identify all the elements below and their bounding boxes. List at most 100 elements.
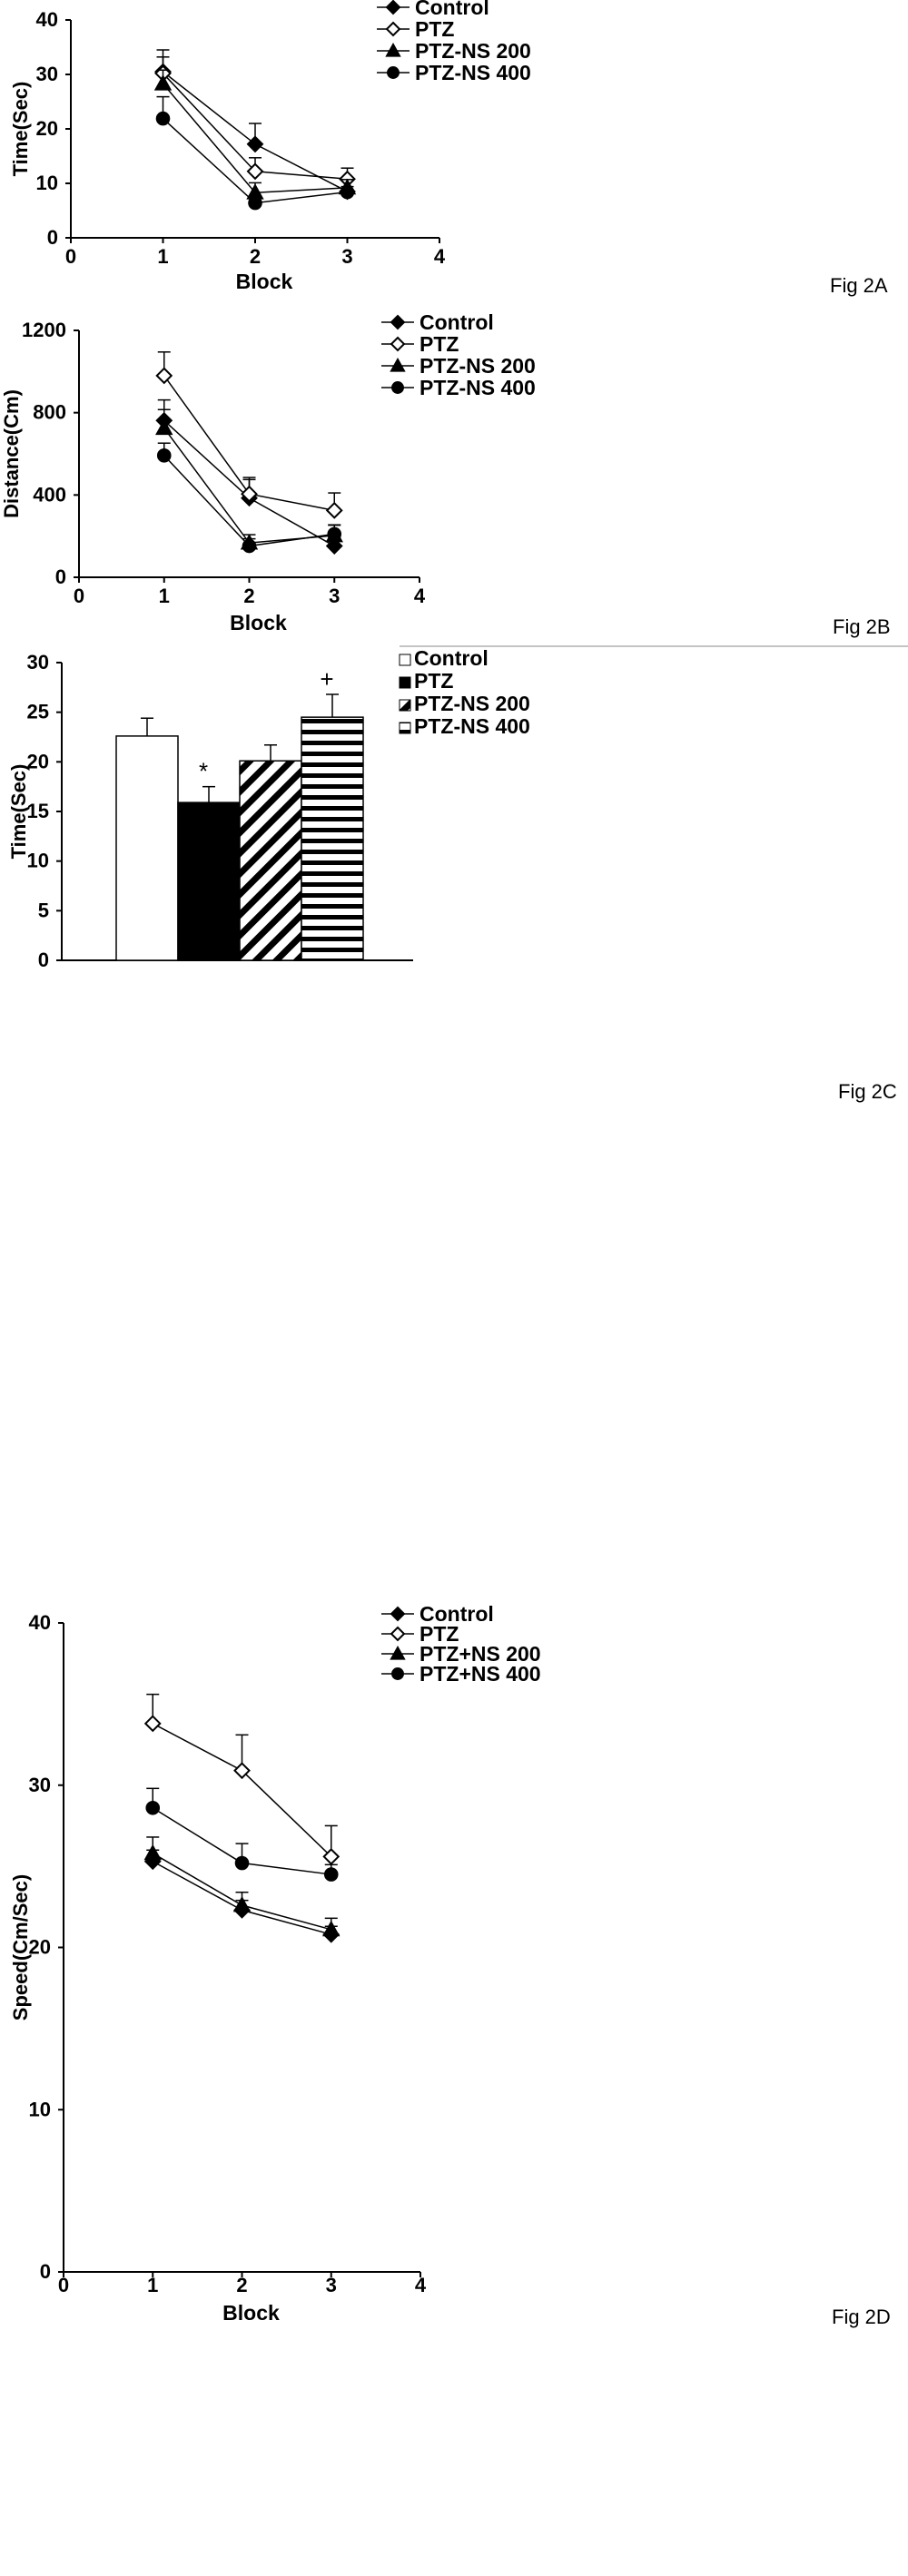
legend-label: PTZ	[415, 17, 454, 41]
y-axis-label: Distance(Cm)	[0, 389, 23, 518]
y-axis-label: Time(Sec)	[9, 82, 32, 177]
legend-label: Control	[419, 1602, 494, 1626]
legend-marker	[390, 357, 406, 372]
legend-label: PTZ+NS 200	[419, 1642, 541, 1666]
y-tick-label: 20	[29, 1936, 51, 1959]
x-tick-label: 3	[341, 245, 352, 268]
bar-3	[301, 716, 364, 961]
data-point	[246, 162, 264, 181]
legend-entry: PTZ-NS 200	[381, 354, 536, 378]
data-point	[241, 485, 258, 503]
legend-entry: PTZ-NS 200	[399, 692, 530, 715]
legend-entry: Control	[399, 646, 489, 670]
significance-mark: *	[199, 758, 208, 785]
data-point	[143, 1715, 162, 1733]
legend-swatch	[399, 699, 411, 712]
data-point	[248, 195, 262, 211]
legend-entry: PTZ	[381, 1622, 459, 1646]
legend-entry: PTZ-NS 400	[377, 61, 531, 84]
legend-label: PTZ	[419, 1622, 459, 1646]
legend-label: PTZ-NS 200	[414, 692, 530, 715]
legend-entry: PTZ+NS 200	[381, 1642, 541, 1666]
series-3	[145, 1787, 339, 1882]
series-3	[156, 442, 342, 554]
legend-marker	[390, 1645, 406, 1660]
legend-entry: PTZ-NS 400	[381, 376, 536, 399]
x-tick-label: 3	[329, 585, 340, 607]
legend-swatch	[399, 654, 411, 666]
x-tick-label: 1	[157, 245, 168, 268]
y-tick-label: 30	[29, 1774, 51, 1796]
data-point	[325, 537, 343, 555]
y-tick-label: 10	[29, 2098, 51, 2120]
y-tick-label: 0	[47, 226, 58, 249]
legend-label: PTZ-NS 400	[419, 376, 536, 399]
data-point	[340, 184, 355, 200]
y-tick-label: 800	[33, 401, 66, 424]
bar-1	[177, 801, 241, 961]
legend-entry: PTZ-NS 200	[377, 39, 531, 63]
y-tick-label: 400	[33, 483, 66, 506]
legend-marker	[385, 0, 401, 15]
legend-label: PTZ-NS 400	[414, 714, 530, 738]
legend-label: PTZ-NS 200	[419, 354, 536, 378]
data-point	[145, 1800, 161, 1815]
data-point	[325, 501, 343, 519]
bar-2	[239, 760, 302, 961]
x-tick-label: 2	[243, 585, 254, 607]
data-point	[155, 111, 171, 126]
data-point	[233, 1762, 251, 1780]
legend-entry: PTZ	[381, 332, 459, 356]
legend-swatch	[399, 722, 411, 734]
y-tick-label: 10	[36, 172, 58, 194]
x-tick-label: 4	[414, 585, 426, 607]
y-tick-label: 15	[27, 800, 49, 822]
data-point	[322, 1847, 340, 1865]
figure-label: Fig 2B	[833, 615, 891, 638]
x-tick-label: 0	[58, 2274, 69, 2296]
y-tick-label: 25	[27, 701, 49, 723]
y-tick-label: 1200	[22, 319, 66, 341]
legend-marker	[390, 1626, 406, 1642]
legend-swatch	[399, 676, 411, 689]
figure-label: Fig 2A	[830, 274, 888, 297]
data-point	[234, 1855, 250, 1871]
y-tick-label: 30	[27, 651, 49, 673]
x-tick-label: 0	[74, 585, 84, 607]
legend-entry: PTZ	[399, 669, 453, 693]
legend-entry: Control	[381, 310, 494, 334]
series-2	[143, 1836, 340, 1937]
y-tick-label: 40	[29, 1611, 51, 1634]
legend-label: PTZ-NS 400	[415, 61, 531, 84]
data-point	[327, 526, 342, 542]
legend-label: PTZ	[414, 669, 453, 693]
y-tick-label: 30	[36, 63, 58, 85]
significance-mark: +	[320, 665, 333, 693]
data-point	[242, 538, 257, 554]
y-tick-label: 0	[55, 565, 66, 588]
legend-label: Control	[414, 646, 489, 670]
y-tick-label: 10	[27, 850, 49, 872]
y-tick-label: 40	[36, 8, 58, 31]
y-tick-label: 0	[38, 949, 49, 971]
series-1	[143, 1693, 340, 1865]
y-tick-label: 20	[36, 117, 58, 140]
legend-marker	[391, 381, 404, 394]
x-tick-label: 4	[434, 245, 446, 268]
legend-label: Control	[415, 0, 489, 19]
y-tick-label: 0	[40, 2260, 51, 2283]
chart-panel-2b: 0 400 800 1200 0 1 2 3 4 Distance(Cm) Block Fig 2B C…	[0, 310, 891, 638]
y-axis-label: Speed(Cm/Sec)	[9, 1874, 32, 2020]
series-1	[154, 56, 356, 188]
legend-marker	[385, 42, 401, 57]
legend-label: PTZ-NS 200	[415, 39, 531, 63]
data-point	[156, 448, 172, 463]
x-tick-label: 2	[250, 245, 261, 268]
x-tick-label: 2	[236, 2274, 247, 2296]
x-axis-label: Block	[236, 270, 293, 293]
data-point	[143, 1844, 162, 1861]
legend-entry: PTZ	[377, 17, 454, 41]
x-axis-label: Block	[230, 611, 287, 634]
